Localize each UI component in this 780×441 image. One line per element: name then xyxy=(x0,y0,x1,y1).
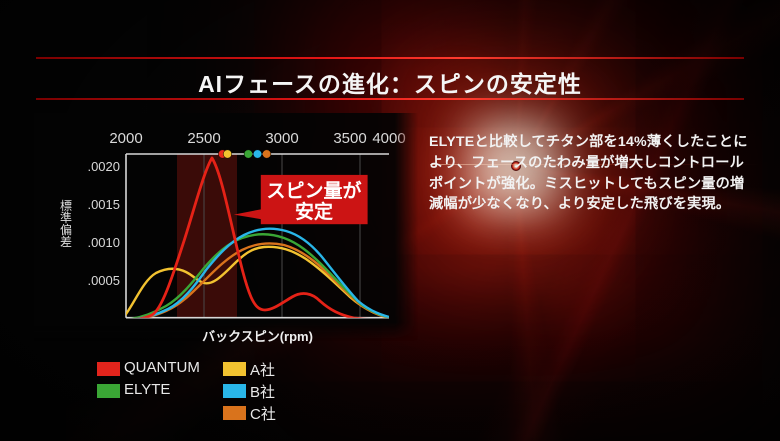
svg-text:2500: 2500 xyxy=(187,130,220,147)
svg-text:スピン量が: スピン量が xyxy=(266,179,361,202)
svg-text:安定: 安定 xyxy=(295,200,333,223)
svg-text:.0010: .0010 xyxy=(87,235,120,250)
svg-text:4000: 4000 xyxy=(372,130,405,147)
svg-text:3500: 3500 xyxy=(333,130,366,147)
svg-text:2000: 2000 xyxy=(109,130,142,147)
svg-text:.0020: .0020 xyxy=(87,159,120,174)
svg-text:3000: 3000 xyxy=(265,130,298,147)
svg-text:.0005: .0005 xyxy=(87,273,120,288)
svg-text:.0015: .0015 xyxy=(87,197,120,212)
